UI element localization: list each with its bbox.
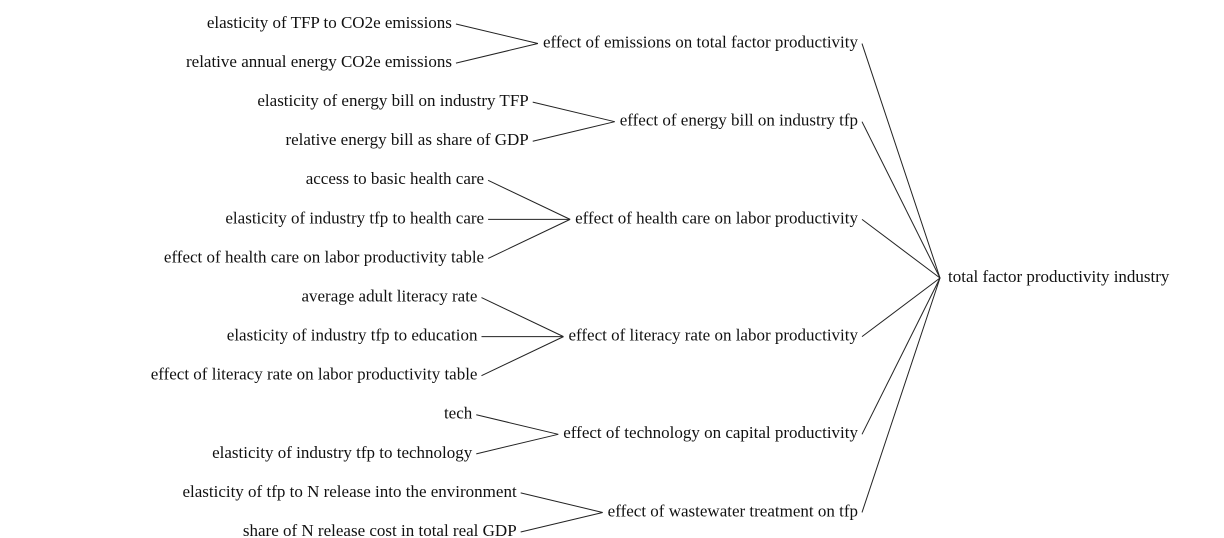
input-label: effect of health care on labor productiv… <box>164 247 484 266</box>
group-label: effect of wastewater treatment on tfp <box>608 501 858 520</box>
input-label: elasticity of tfp to N release into the … <box>182 482 517 501</box>
connector <box>520 511 603 533</box>
input-label: elasticity of TFP to CO2e emissions <box>207 13 452 32</box>
connector <box>861 218 941 279</box>
connector <box>861 277 941 435</box>
connector <box>532 121 615 142</box>
connector <box>487 179 571 220</box>
input-label: effect of literacy rate on labor product… <box>151 365 478 384</box>
input-label: elasticity of energy bill on industry TF… <box>257 91 528 110</box>
input-label: elasticity of industry tfp to education <box>227 326 478 345</box>
input-label: share of N release cost in total real GD… <box>243 521 517 538</box>
connector <box>481 297 564 338</box>
group-label: effect of emissions on total factor prod… <box>543 32 859 51</box>
connector <box>861 277 941 513</box>
input-label: elasticity of industry tfp to technology <box>212 443 473 462</box>
connector <box>520 492 603 513</box>
connector <box>861 277 941 338</box>
connector <box>487 218 571 259</box>
group-label: effect of energy bill on industry tfp <box>620 111 858 130</box>
group-label: effect of technology on capital producti… <box>563 423 858 442</box>
connector <box>861 121 941 279</box>
input-label: relative annual energy CO2e emissions <box>186 52 452 71</box>
connector <box>455 23 539 45</box>
connector <box>481 336 564 377</box>
connector <box>455 43 539 64</box>
group-label: effect of literacy rate on labor product… <box>568 326 858 345</box>
connector <box>476 414 559 435</box>
connector <box>476 433 559 455</box>
connector <box>861 43 941 279</box>
input-label: average adult literacy rate <box>301 286 477 305</box>
root-label: total factor productivity industry <box>948 267 1170 286</box>
input-label: relative energy bill as share of GDP <box>285 130 528 149</box>
input-label: access to basic health care <box>306 169 484 188</box>
connector <box>532 101 615 123</box>
group-label: effect of health care on labor productiv… <box>575 208 858 227</box>
input-label: tech <box>444 404 473 423</box>
input-label: elasticity of industry tfp to health car… <box>225 208 484 227</box>
